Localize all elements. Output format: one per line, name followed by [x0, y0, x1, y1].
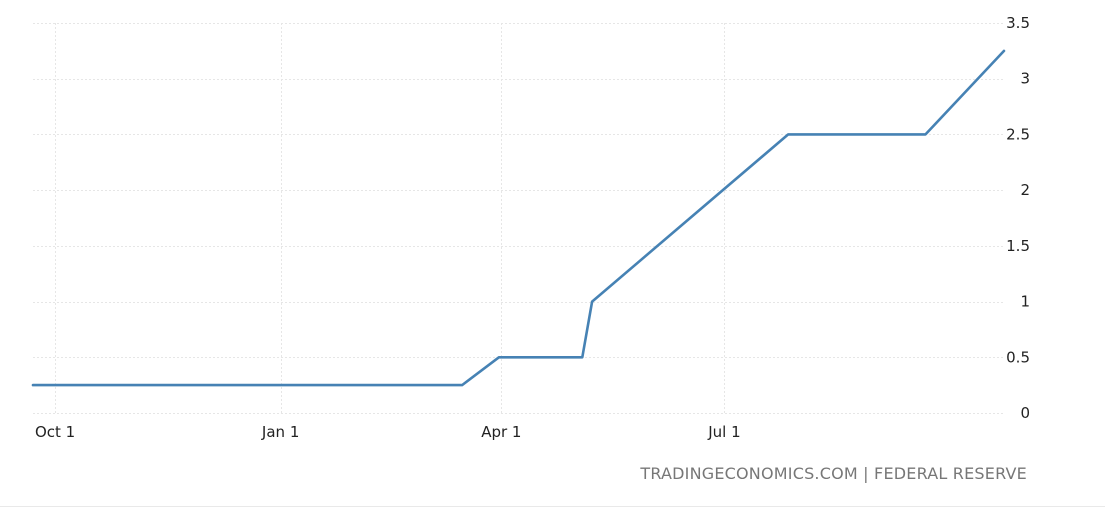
- y-tick-label: 0: [1020, 404, 1030, 422]
- x-tick-label: Apr 1: [481, 423, 521, 441]
- y-tick-label: 0.5: [1006, 348, 1030, 366]
- y-tick-label: 2.5: [1006, 125, 1030, 143]
- series-layer: [31, 49, 1006, 387]
- y-tick-label: 1.5: [1006, 237, 1030, 255]
- x-tick-label: Jan 1: [261, 423, 299, 441]
- y-tick-label: 3.5: [1006, 14, 1030, 32]
- x-tick-label: Jul 1: [707, 423, 740, 441]
- source-attribution: TRADINGECONOMICS.COM | FEDERAL RESERVE: [640, 464, 1027, 483]
- y-tick-label: 1: [1020, 293, 1030, 311]
- x-axis-ticks: Oct 1 Jan 1 Apr 1 Jul 1: [35, 423, 741, 441]
- y-tick-label: 2: [1020, 181, 1030, 199]
- grid: [33, 23, 1004, 414]
- series-line: [31, 49, 1006, 387]
- y-tick-label: 3: [1020, 70, 1030, 88]
- x-tick-label: Oct 1: [35, 423, 75, 441]
- y-axis-ticks: 0 0.5 1 1.5 2 2.5 3 3.5: [1006, 14, 1030, 422]
